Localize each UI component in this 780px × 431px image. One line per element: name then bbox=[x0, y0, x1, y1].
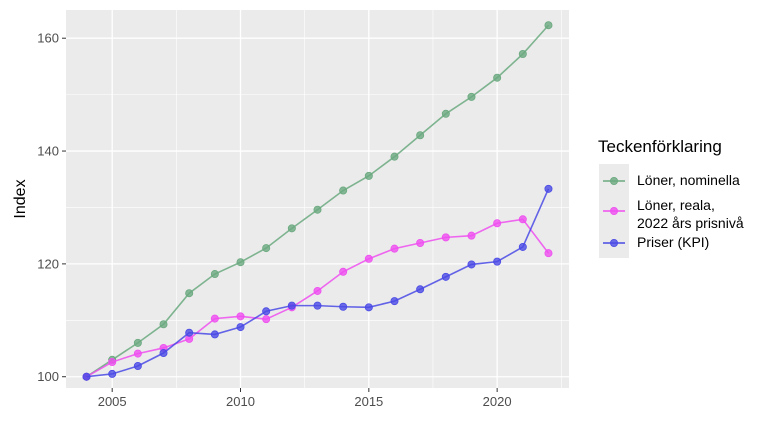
y-tick-label: 120 bbox=[37, 256, 59, 271]
series-point-1 bbox=[339, 267, 348, 276]
series-point-1 bbox=[210, 314, 219, 323]
series-point-0 bbox=[210, 270, 219, 279]
legend-label: Löner, nominella bbox=[637, 172, 740, 188]
series-point-2 bbox=[544, 184, 553, 193]
series-point-2 bbox=[493, 257, 502, 266]
series-point-1 bbox=[236, 312, 245, 321]
series-point-0 bbox=[313, 205, 322, 214]
series-point-1 bbox=[416, 239, 425, 248]
series-point-1 bbox=[108, 358, 117, 367]
y-axis: 100 120 140 160 bbox=[37, 31, 66, 384]
series-point-2 bbox=[133, 361, 142, 370]
legend-key-point bbox=[610, 238, 619, 247]
major-gridlines bbox=[66, 10, 569, 388]
series-point-0 bbox=[287, 224, 296, 233]
x-tick-label: 2015 bbox=[354, 394, 383, 409]
series-point-0 bbox=[467, 92, 476, 101]
series-point-0 bbox=[133, 338, 142, 347]
y-tick-label: 100 bbox=[37, 369, 59, 384]
series-point-1 bbox=[493, 219, 502, 228]
series-point-1 bbox=[133, 349, 142, 358]
series-point-1 bbox=[441, 233, 450, 242]
series-point-1 bbox=[364, 254, 373, 263]
series-point-0 bbox=[339, 186, 348, 195]
series-point-2 bbox=[339, 302, 348, 311]
series-point-0 bbox=[364, 171, 373, 180]
series-point-2 bbox=[185, 328, 194, 337]
y-axis-title: Index bbox=[12, 179, 29, 218]
series-point-1 bbox=[262, 315, 271, 324]
series-point-2 bbox=[390, 297, 399, 306]
legend-title: Teckenförklaring bbox=[598, 137, 722, 156]
series-point-1 bbox=[544, 249, 553, 258]
legend-key-point bbox=[610, 206, 619, 215]
legend-label-line: 2022 års prisnivå bbox=[637, 215, 744, 231]
series-point-0 bbox=[159, 320, 168, 329]
series-point-0 bbox=[518, 50, 527, 59]
plot-panel bbox=[66, 10, 569, 388]
legend-label: Löner, reala, 2022 års prisnivå bbox=[637, 197, 744, 231]
series-point-1 bbox=[518, 215, 527, 224]
series-point-2 bbox=[210, 330, 219, 339]
series-point-2 bbox=[518, 242, 527, 251]
series-point-0 bbox=[544, 21, 553, 30]
y-tick-label: 140 bbox=[37, 144, 59, 159]
series-point-0 bbox=[493, 73, 502, 82]
legend-label: Priser (KPI) bbox=[637, 234, 709, 250]
series-point-0 bbox=[416, 131, 425, 140]
series-point-0 bbox=[441, 109, 450, 118]
legend: Teckenförklaring Löner, nominella Löner, … bbox=[598, 137, 744, 258]
x-tick-label: 2020 bbox=[483, 394, 512, 409]
series-point-0 bbox=[390, 152, 399, 161]
series-point-0 bbox=[262, 244, 271, 253]
series-point-2 bbox=[313, 301, 322, 310]
series-point-0 bbox=[236, 258, 245, 267]
series-point-1 bbox=[313, 286, 322, 295]
series-point-2 bbox=[159, 349, 168, 358]
series-point-2 bbox=[82, 372, 91, 381]
series-point-2 bbox=[108, 369, 117, 378]
series-point-2 bbox=[441, 272, 450, 281]
series-point-2 bbox=[364, 303, 373, 312]
legend-label-line: Löner, reala, bbox=[637, 197, 715, 213]
x-axis: 2005 2010 2015 2020 bbox=[98, 388, 512, 409]
legend-label-line: Priser (KPI) bbox=[637, 234, 709, 250]
series-layer bbox=[82, 21, 553, 381]
legend-key-point bbox=[610, 176, 619, 185]
series-point-2 bbox=[262, 307, 271, 316]
series-point-1 bbox=[467, 231, 476, 240]
series-point-0 bbox=[185, 289, 194, 298]
series-point-2 bbox=[287, 301, 296, 310]
x-tick-label: 2010 bbox=[226, 394, 255, 409]
series-point-2 bbox=[416, 285, 425, 294]
y-tick-label: 160 bbox=[37, 31, 59, 46]
x-tick-label: 2005 bbox=[98, 394, 127, 409]
series-point-2 bbox=[467, 260, 476, 269]
legend-label-line: Löner, nominella bbox=[637, 172, 740, 188]
series-point-2 bbox=[236, 323, 245, 332]
series-point-1 bbox=[390, 244, 399, 253]
